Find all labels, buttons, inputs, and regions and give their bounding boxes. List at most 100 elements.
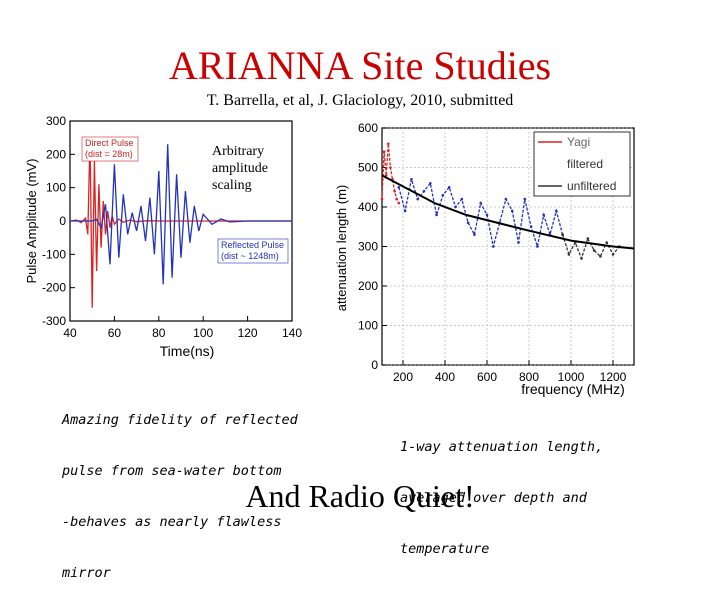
x-tick-label: 400 xyxy=(435,370,455,384)
data-point xyxy=(605,241,608,244)
reflected-pulse-legend-box xyxy=(217,238,289,264)
series-line-fit xyxy=(381,174,635,250)
attenuation-chart: 600 500 400 300 200 100 0 200 400 600 800 1000 1200 … xyxy=(330,120,642,398)
legend-label-yagi: Yagi xyxy=(567,135,590,149)
legend-label-unfiltered: unfiltered xyxy=(567,179,616,193)
data-point xyxy=(403,209,407,213)
data-point xyxy=(529,225,533,229)
data-point xyxy=(485,213,489,217)
x-tick-label: 200 xyxy=(393,370,413,384)
data-point xyxy=(567,253,571,256)
y-tick-label: 600 xyxy=(358,121,378,135)
x-tick-label: 40 xyxy=(63,326,77,340)
data-point xyxy=(592,249,596,252)
attenuation-caption-line: temperature xyxy=(400,541,490,557)
data-point xyxy=(441,193,445,197)
data-point xyxy=(395,197,398,201)
data-point xyxy=(586,237,590,240)
data-point xyxy=(410,178,413,181)
attenuation-y-label: attenuation length (m) xyxy=(334,185,349,311)
scaling-note-line: amplitude xyxy=(212,161,268,176)
pulse-y-label: Pulse Amplitude (mV) xyxy=(24,159,39,284)
series-line-reflected-pulse-dist-1248m xyxy=(70,144,292,285)
data-point xyxy=(387,142,390,146)
y-tick-label: -300 xyxy=(42,314,66,328)
data-point xyxy=(466,221,470,225)
y-tick-label: 100 xyxy=(46,181,66,195)
scaling-note-line: Arbitrary xyxy=(212,144,265,159)
direct-pulse-legend-box xyxy=(81,136,139,162)
pulse-caption-line: Amazing fidelity of reflected xyxy=(62,412,298,428)
bottom-statement: And Radio Quiet! xyxy=(245,478,475,514)
data-point xyxy=(429,182,432,185)
pulse-caption-line: pulse from sea-water bottom xyxy=(62,463,282,479)
data-point xyxy=(380,197,384,201)
y-tick-label: 100 xyxy=(358,319,378,333)
series-line-unfiltered xyxy=(561,234,620,261)
y-tick-label: -100 xyxy=(42,247,66,261)
x-tick-label: 120 xyxy=(238,326,258,340)
data-point xyxy=(473,233,476,236)
data-point xyxy=(389,166,392,169)
data-point xyxy=(435,213,438,217)
data-point xyxy=(599,255,602,258)
data-point xyxy=(542,213,545,217)
y-tick-label: 400 xyxy=(358,200,378,214)
data-point xyxy=(561,233,564,236)
data-point xyxy=(504,197,508,201)
data-point xyxy=(555,209,558,213)
attenuation-x-label: frequency (MHz) xyxy=(521,381,624,397)
x-tick-label: 800 xyxy=(519,370,539,384)
y-tick-label: 0 xyxy=(59,214,66,228)
data-point xyxy=(536,245,539,248)
data-point xyxy=(479,201,482,205)
x-tick-label: 80 xyxy=(152,326,166,340)
x-tick-label: 100 xyxy=(193,326,213,340)
x-tick-label: 140 xyxy=(282,326,302,340)
data-point xyxy=(397,201,401,205)
y-tick-label: 200 xyxy=(358,279,378,293)
direct-pulse-legend-line2: (dist = 28m) xyxy=(85,149,133,159)
direct-pulse-legend-line1: Direct Pulse xyxy=(85,138,134,148)
reflected-pulse-legend-line1: Reflected Pulse xyxy=(221,240,284,250)
x-tick-label: 1200 xyxy=(600,370,627,384)
scaling-note: Arbitrary amplitude scaling xyxy=(212,143,268,194)
y-tick-label: -200 xyxy=(42,281,66,295)
x-tick-label: 60 xyxy=(108,326,122,340)
data-point xyxy=(384,174,388,177)
data-point xyxy=(517,241,520,244)
scaling-note-line: scaling xyxy=(212,178,252,193)
y-tick-label: 300 xyxy=(46,114,66,128)
attenuation-caption-line: 1-way attenuation length, xyxy=(400,439,604,455)
y-tick-label: 0 xyxy=(371,358,378,372)
data-point xyxy=(611,253,615,256)
slide-subtitle: T. Barrella, et al, J. Glaciology, 2010,… xyxy=(206,92,514,109)
reflected-pulse-legend-line2: (dist ~ 1248m) xyxy=(221,251,279,261)
y-tick-label: 200 xyxy=(46,147,66,161)
data-point xyxy=(523,197,527,201)
pulse-x-label: Time(ns) xyxy=(160,343,215,359)
pulse-chart: 300 200 100 0 -100 -200 -300 40 60 80 100 120 140 Di… xyxy=(22,113,312,363)
data-point xyxy=(580,257,583,260)
pulse-caption-line: mirror xyxy=(62,565,111,581)
attenuation-caption-line: averaged over depth and xyxy=(400,490,587,506)
data-point xyxy=(422,189,426,193)
data-point xyxy=(460,197,464,201)
legend-label-filtered: filtered xyxy=(567,157,603,171)
data-point xyxy=(454,205,457,209)
data-point xyxy=(510,209,514,213)
data-point xyxy=(492,245,495,248)
y-tick-label: 300 xyxy=(358,240,378,254)
data-point xyxy=(382,150,386,153)
slide-title: ARIANNA Site Studies xyxy=(168,43,552,88)
data-point xyxy=(416,197,419,201)
data-point xyxy=(393,189,396,193)
x-tick-label: 1000 xyxy=(558,370,585,384)
y-tick-label: 500 xyxy=(358,161,378,175)
data-point xyxy=(397,185,401,189)
pulse-caption-line: -behaves as nearly flawless xyxy=(62,514,282,530)
data-point xyxy=(447,185,451,189)
x-tick-label: 600 xyxy=(477,370,497,384)
